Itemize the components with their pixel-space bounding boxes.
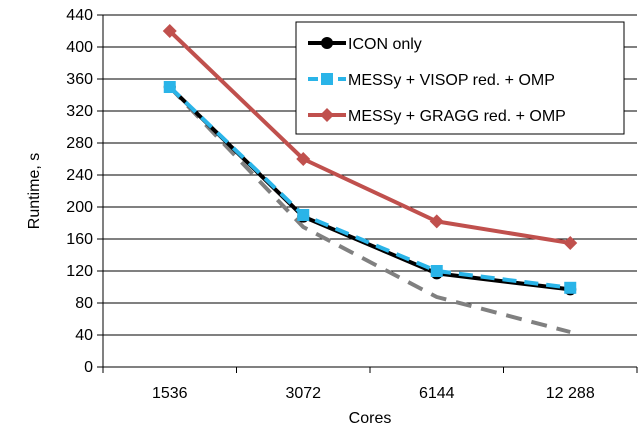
series-2 — [162, 24, 578, 250]
y-tick-label: 80 — [75, 295, 93, 312]
x-tick-label: 12 288 — [546, 385, 595, 402]
series-layer — [162, 24, 578, 334]
x-axis-title: Cores — [349, 410, 392, 427]
data-point — [296, 152, 311, 166]
x-tick-label: 3072 — [285, 385, 321, 402]
y-tick-label: 440 — [66, 7, 93, 24]
y-tick-label: 240 — [66, 167, 93, 184]
legend-label: MESSy + GRAGG red. + OMP — [348, 108, 566, 125]
y-axis-title: Runtime, s — [26, 153, 43, 229]
legend-box — [295, 21, 625, 135]
axes: 0 40 80 120 160 200 240 280 320 360 400 440 1536 3072… — [66, 7, 638, 402]
data-point — [162, 24, 177, 38]
y-tick-label: 320 — [66, 103, 93, 120]
legend-label: MESSy + VISOP red. + OMP — [348, 72, 555, 89]
y-tick-label: 160 — [66, 231, 93, 248]
data-point — [297, 209, 310, 221]
legend-marker — [321, 37, 333, 49]
y-tick-label: 200 — [66, 199, 93, 216]
legend: ICON only MESSy + VISOP red. + OMP MESSy +… — [295, 21, 625, 135]
data-point — [163, 81, 176, 93]
data-point — [430, 265, 443, 277]
y-tick-label: 40 — [75, 327, 93, 344]
y-tick-label: 400 — [66, 39, 93, 56]
x-tick-label: 1536 — [152, 385, 188, 402]
legend-marker — [321, 73, 333, 85]
legend-marker — [320, 108, 334, 122]
series-line — [168, 29, 571, 245]
series-1 — [163, 81, 577, 294]
y-tick-label: 120 — [66, 263, 93, 280]
series-line — [168, 85, 571, 334]
series-3 — [168, 85, 571, 334]
y-tick-label: 280 — [66, 135, 93, 152]
data-point — [564, 281, 577, 294]
legend-label: ICON only — [348, 36, 422, 53]
series-line — [168, 85, 571, 290]
x-tick-label: 6144 — [419, 385, 455, 402]
data-point — [429, 214, 444, 229]
y-tick-label: 0 — [84, 359, 93, 376]
data-point — [563, 236, 578, 250]
y-tick-label: 360 — [66, 71, 93, 88]
